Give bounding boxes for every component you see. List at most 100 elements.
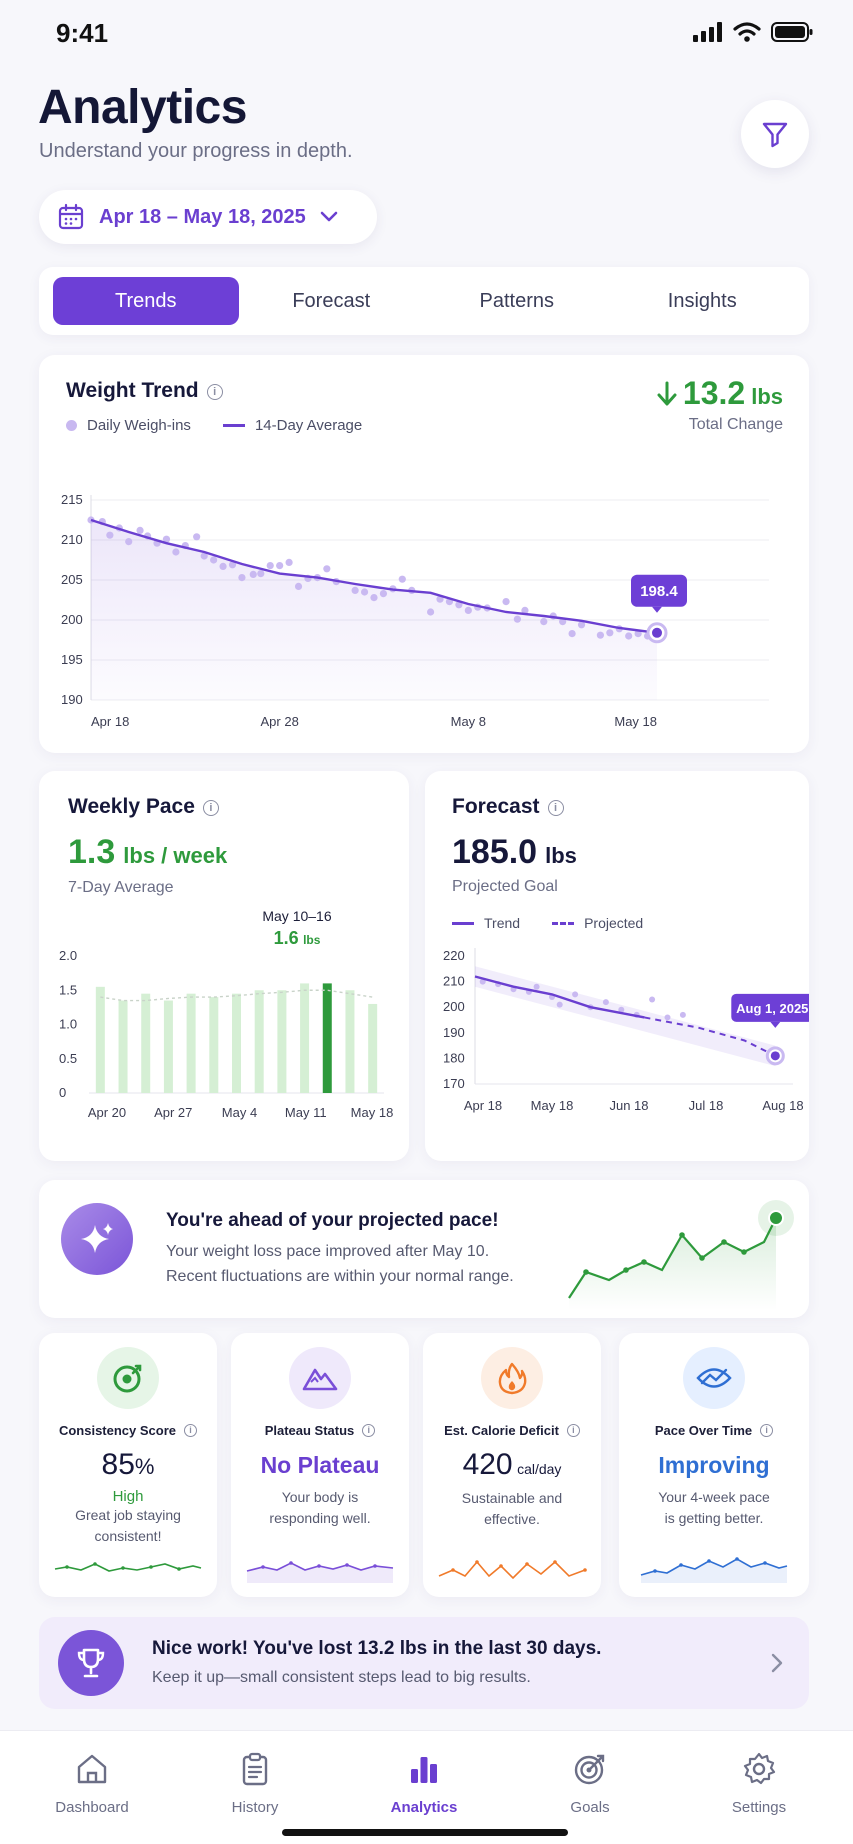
stat-desc-1: Great job staying [75, 1507, 181, 1523]
goal-label-box [731, 993, 809, 1022]
y-tick-label: 0 [59, 1085, 66, 1100]
tab-trends[interactable]: Trends [53, 277, 239, 325]
weigh-in-point [513, 615, 521, 623]
achievement-banner[interactable]: Nice work! You've lost 13.2 lbs in the l… [39, 1617, 809, 1709]
info-icon[interactable]: i [362, 1423, 376, 1437]
x-tick-label: May 4 [222, 1105, 257, 1120]
pace-bar [368, 1003, 378, 1093]
info-icon[interactable]: i [547, 800, 564, 816]
legend-trend-line-icon [452, 921, 474, 925]
weekly-pace-title: Weekly Pace [68, 795, 195, 818]
pace-bar [277, 990, 287, 1093]
x-tick-label: Aug 18 [762, 1098, 803, 1113]
pace-bar [232, 993, 241, 1093]
weigh-in-point [238, 574, 246, 582]
info-icon[interactable]: i [566, 1423, 580, 1437]
current-label-box [631, 574, 687, 607]
highlight-unit: lbs [303, 933, 321, 947]
trend-area [91, 520, 657, 700]
info-icon[interactable]: i [760, 1423, 774, 1437]
insight-card: You're ahead of your projected pace! You… [39, 1180, 809, 1318]
stat-value: No Plateau [260, 1452, 380, 1478]
stat-desc-1: Your 4-week pace [658, 1489, 770, 1505]
pace-bar [300, 983, 310, 1093]
weigh-in-point [200, 552, 208, 560]
tab-forecast[interactable]: Forecast [292, 289, 371, 312]
weigh-in-point [136, 526, 144, 534]
weigh-in-point [568, 630, 576, 638]
forecast-unit: lbs [545, 843, 577, 868]
x-tick-label: May 18 [351, 1105, 394, 1120]
current-value-label: 198.4 [640, 583, 678, 600]
nav-history[interactable]: History [195, 1751, 315, 1816]
stat-sparkline [54, 1562, 202, 1572]
stat-desc-2: is getting better. [664, 1510, 764, 1526]
filter-button[interactable] [741, 100, 809, 168]
signal-icon [693, 22, 722, 42]
info-icon[interactable]: i [202, 800, 219, 816]
y-tick-label: 205 [61, 572, 83, 587]
weigh-in-point [618, 1006, 625, 1013]
plateau-status-card[interactable]: Plateau Status i No Plateau Your body is … [231, 1333, 409, 1597]
sparkle-avatar [61, 1203, 133, 1275]
weigh-in-point [257, 570, 265, 578]
consistency-score-card[interactable]: Consistency Score i 85% High Great job st… [39, 1333, 217, 1597]
nav-settings[interactable]: Settings [699, 1751, 819, 1816]
weigh-in-point [679, 1011, 686, 1018]
info-icon[interactable]: i [184, 1423, 198, 1437]
stat-desc-2: consistent! [94, 1528, 162, 1544]
bar-chart-icon [411, 1757, 437, 1783]
forecast-label: Projected Goal [452, 878, 558, 895]
weigh-in-point [625, 632, 633, 640]
x-tick-label: Jul 18 [689, 1098, 724, 1113]
y-tick-label: 210 [443, 974, 465, 989]
stat-sparkline [438, 1560, 587, 1580]
arrow-down-icon [657, 381, 677, 405]
insight-title: You're ahead of your projected pace! [166, 1210, 499, 1231]
filter-icon [762, 122, 788, 148]
banner-subtitle: Keep it up—small consistent steps lead t… [152, 1669, 531, 1686]
tab-insights[interactable]: Insights [667, 289, 737, 312]
calendar-icon [58, 203, 84, 230]
battery-icon [771, 22, 813, 42]
x-tick-label: Apr 27 [154, 1105, 192, 1120]
legend-projected-label: Projected [584, 915, 644, 931]
stat-value: 420 [462, 1448, 513, 1481]
y-tick-label: 1.0 [59, 1017, 77, 1032]
y-tick-label: 210 [61, 532, 83, 547]
insight-line2: Recent fluctuations are within your norm… [166, 1268, 514, 1285]
trend-line [474, 975, 645, 1019]
weekly-pace-chart: 2.0 1.5 1.0 0.5 0 Apr 20 Apr 27 May 4 May 11 May … [59, 948, 394, 1120]
weekly-pace-card: Weekly Pace i 1.3 lbs / week 7-Day Averag… [39, 771, 409, 1161]
mountain-icon [289, 1347, 351, 1409]
page-subtitle: Understand your progress in depth. [39, 140, 353, 162]
x-tick-label: Apr 28 [261, 714, 299, 729]
date-range-selector[interactable]: Apr 18 – May 18, 2025 [39, 190, 377, 244]
nav-analytics[interactable]: Analytics [364, 1751, 484, 1816]
weekly-pace-label: 7-Day Average [68, 879, 174, 896]
weigh-in-point [436, 595, 444, 603]
status-icons [693, 22, 813, 42]
nav-dashboard[interactable]: Dashboard [32, 1751, 152, 1816]
legend-avg-label: 14-Day Average [254, 417, 363, 434]
weigh-in-point [193, 533, 201, 541]
weigh-in-point [162, 535, 171, 543]
pace-over-time-card[interactable]: Pace Over Time i Improving Your 4-week pa… [619, 1333, 809, 1597]
weigh-in-point [577, 621, 586, 629]
wifi-icon [733, 22, 761, 42]
y-tick-label: 180 [443, 1050, 465, 1065]
trend-eye-icon [683, 1347, 745, 1409]
x-tick-label: May 11 [285, 1105, 327, 1120]
info-icon[interactable]: i [206, 384, 223, 400]
stat-value: 85 [101, 1448, 135, 1481]
stat-sparkline [640, 1557, 788, 1583]
weigh-in-point [276, 562, 284, 570]
goal-point [770, 1051, 780, 1061]
calorie-deficit-card[interactable]: Est. Calorie Deficit i 420 cal/day Sustai… [423, 1333, 601, 1597]
chevron-down-icon [320, 211, 338, 222]
nav-label: Settings [731, 1799, 787, 1816]
stat-name: Consistency Score [58, 1423, 177, 1438]
nav-goals[interactable]: Goals [530, 1751, 650, 1816]
tab-patterns[interactable]: Patterns [479, 289, 554, 312]
weigh-in-point [455, 601, 463, 609]
